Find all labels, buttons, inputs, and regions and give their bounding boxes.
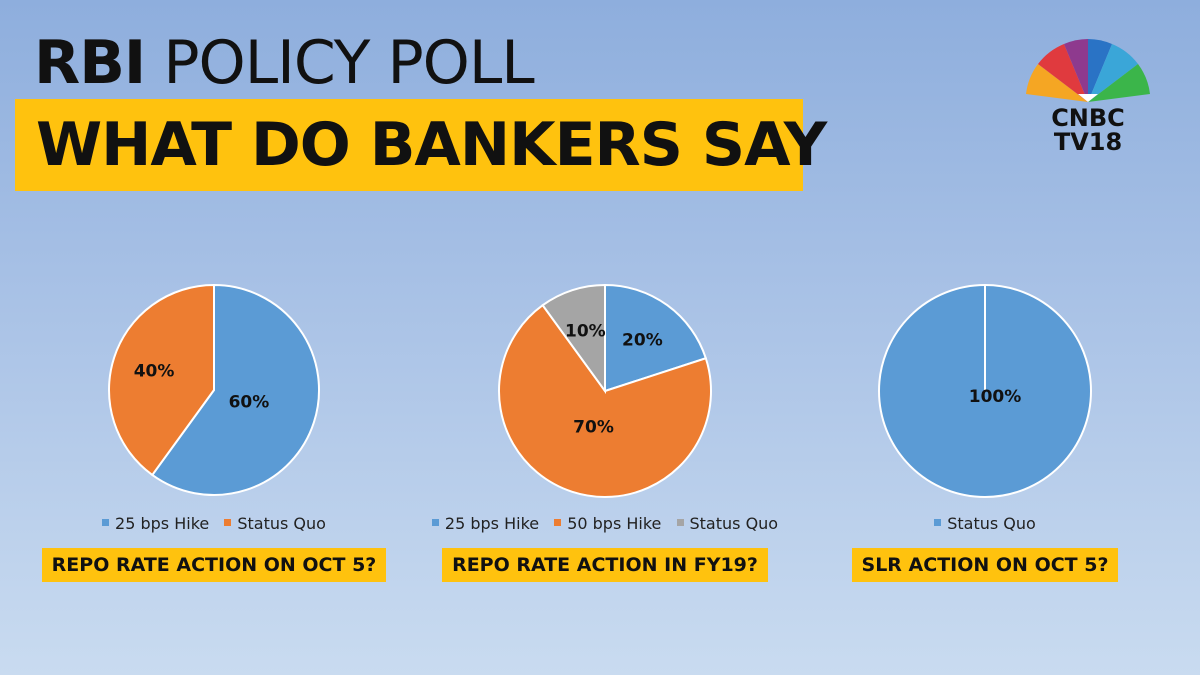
- legend-label: 25 bps Hike: [115, 514, 210, 533]
- pie-slr-oct5: 100%: [878, 284, 1092, 498]
- legend-swatch: [554, 519, 562, 526]
- subtitle-banner: [15, 99, 803, 191]
- legend-item-25bps-hike: 25 bps Hike: [102, 514, 209, 533]
- legend-item-status-quo: Status Quo: [676, 514, 779, 533]
- logo-text-tv18: TV18: [1053, 128, 1123, 156]
- legend-item-status-quo: Status Quo: [934, 514, 1036, 533]
- data-label: 100%: [969, 387, 1022, 407]
- legend-swatch: [431, 519, 439, 526]
- legend-swatch: [224, 519, 232, 526]
- pie-slice: [150, 283, 320, 496]
- legend-swatch: [934, 519, 942, 526]
- title-bold: RBI: [34, 28, 146, 98]
- chart-repo-oct5: 60% 40% 25 bps Hike Status Quo REPO RATE …: [14, 270, 414, 630]
- title-light: POLICY POLL: [163, 28, 534, 98]
- legend-item-50bps-hike: 50 bps Hike: [554, 514, 661, 533]
- legend: 25 bps Hike 50 bps Hike Status Quo: [405, 514, 805, 533]
- pie-repo-oct5: 60% 40%: [108, 283, 320, 496]
- legend-label: Status Quo: [947, 514, 1036, 533]
- legend-label: 25 bps Hike: [444, 514, 540, 533]
- chart-caption: SLR ACTION ON OCT 5?: [785, 548, 1185, 582]
- data-label: 40%: [134, 362, 175, 382]
- data-label: 20%: [622, 331, 663, 351]
- caption-label: REPO RATE ACTION ON OCT 5?: [41, 548, 387, 582]
- data-label: 10%: [565, 322, 606, 342]
- pie-slice: [541, 283, 606, 395]
- peacock-icon: [1026, 39, 1150, 102]
- data-label: 60%: [229, 392, 270, 412]
- legend-item-25bps-hike: 25 bps Hike: [431, 514, 540, 533]
- legend: 25 bps Hike Status Quo: [14, 514, 414, 533]
- cnbc-tv18-logo: CNBC TV18: [1018, 30, 1158, 160]
- chart-caption: REPO RATE ACTION IN FY19?: [405, 548, 805, 582]
- legend: Status Quo: [785, 514, 1185, 533]
- legend-label: 50 bps Hike: [567, 514, 662, 533]
- chart-repo-fy19: 20% 70% 10% 25 bps Hike 50 bps Hike Status…: [405, 270, 805, 630]
- page-subtitle: WHAT DO BANKERS SAY: [36, 110, 827, 180]
- caption-label: SLR ACTION ON OCT 5?: [851, 548, 1119, 582]
- pie-slice: [108, 283, 215, 477]
- page-title: RBI POLICY POLL: [34, 28, 535, 98]
- legend-item-status-quo: Status Quo: [224, 514, 326, 533]
- pie-repo-fy19: 20% 70% 10%: [498, 283, 712, 498]
- legend-swatch: [676, 519, 684, 526]
- legend-label: Status Quo: [689, 514, 779, 533]
- pie-slice: [498, 303, 712, 498]
- logo-text-cnbc: CNBC: [1051, 104, 1125, 132]
- pie-slice: [604, 283, 708, 393]
- legend-swatch: [102, 519, 110, 526]
- chart-slr-oct5: 100% Status Quo SLR ACTION ON OCT 5?: [785, 270, 1185, 630]
- caption-label: REPO RATE ACTION IN FY19?: [442, 548, 768, 582]
- data-label: 70%: [573, 417, 614, 437]
- chart-caption: REPO RATE ACTION ON OCT 5?: [14, 548, 414, 582]
- legend-label: Status Quo: [237, 514, 326, 533]
